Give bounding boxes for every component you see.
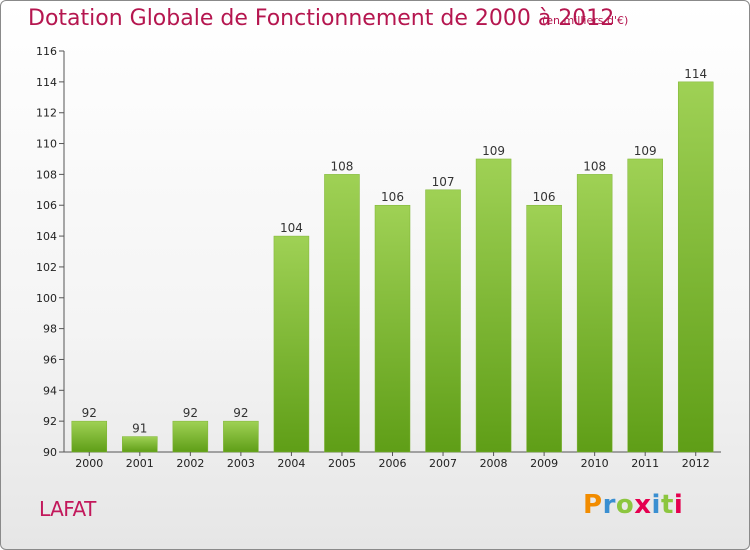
bar-value-label: 108 — [583, 159, 606, 173]
x-tick-label: 2000 — [75, 457, 103, 470]
x-tick-label: 2005 — [328, 457, 356, 470]
x-tick-label: 2008 — [480, 457, 508, 470]
logo-letter: r — [602, 490, 616, 520]
bar-value-label: 91 — [132, 422, 147, 436]
chart-subtitle: (en milliers d'€) — [542, 14, 629, 27]
y-tick-label: 98 — [43, 323, 57, 336]
logo-letter: i — [673, 490, 684, 520]
x-tick-label: 2009 — [530, 457, 558, 470]
bar — [627, 158, 663, 453]
bar — [71, 420, 108, 453]
y-tick-label: 116 — [36, 45, 57, 58]
bar — [122, 436, 158, 453]
x-tick-label: 2003 — [227, 457, 255, 470]
bar-value-label: 106 — [533, 190, 556, 204]
y-tick-label: 102 — [36, 261, 57, 274]
x-tick-label: 2002 — [176, 457, 204, 470]
logo-letter: t — [660, 490, 674, 520]
x-tick-label: 2007 — [429, 457, 457, 470]
x-tick-label: 2006 — [379, 457, 407, 470]
bar-value-label: 92 — [183, 406, 198, 420]
logo-letter: o — [615, 490, 635, 520]
bar — [475, 158, 512, 453]
logo-letter: x — [634, 490, 652, 520]
x-tick-label: 2001 — [126, 457, 154, 470]
x-tick-label: 2010 — [581, 457, 609, 470]
y-tick-label: 114 — [36, 76, 57, 89]
bar — [223, 420, 259, 453]
bar — [273, 235, 310, 453]
bar — [677, 81, 714, 453]
x-tick-label: 2011 — [631, 457, 659, 470]
y-tick-label: 108 — [36, 168, 57, 181]
bar-value-label: 107 — [432, 175, 455, 189]
chart-title: Dotation Globale de Fonctionnement de 20… — [28, 6, 615, 31]
x-tick-label: 2012 — [682, 457, 710, 470]
bar — [526, 204, 562, 453]
bar-value-label: 109 — [482, 144, 505, 158]
bar — [374, 204, 411, 453]
y-tick-label: 90 — [43, 446, 57, 459]
y-tick-label: 92 — [43, 415, 57, 428]
logo-letter: i — [651, 490, 661, 520]
y-tick-label: 110 — [36, 138, 57, 151]
bar — [172, 420, 209, 453]
bar-value-label: 108 — [331, 159, 354, 173]
bar-value-label: 92 — [82, 406, 97, 420]
bar — [425, 189, 461, 453]
bar-value-label: 104 — [280, 221, 303, 235]
bar — [324, 174, 360, 453]
bar-value-label: 92 — [233, 406, 248, 420]
commune-name: LAFAT — [39, 497, 96, 521]
bar-value-label: 106 — [381, 190, 404, 204]
bar-value-label: 109 — [634, 144, 657, 158]
bar-value-label: 114 — [684, 67, 707, 81]
y-tick-label: 96 — [43, 353, 57, 366]
logo-letter: P — [583, 490, 603, 520]
bar — [576, 174, 613, 453]
y-tick-label: 104 — [36, 230, 57, 243]
y-tick-label: 112 — [36, 107, 57, 120]
x-tick-label: 2004 — [277, 457, 305, 470]
y-tick-label: 106 — [36, 199, 57, 212]
y-tick-label: 94 — [43, 384, 57, 397]
y-tick-label: 100 — [36, 292, 57, 305]
proxiti-logo[interactable]: Proxiti — [583, 490, 683, 520]
